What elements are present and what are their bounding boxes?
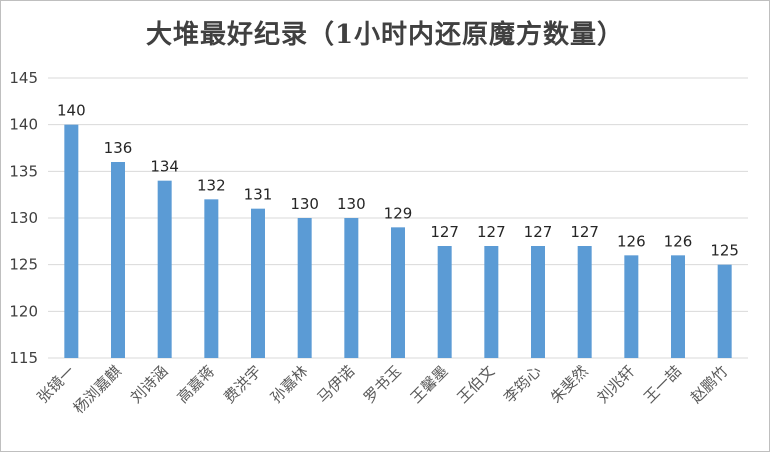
x-tick-label: 马伊诺 xyxy=(314,362,359,407)
y-tick-label: 115 xyxy=(9,349,38,367)
data-label: 136 xyxy=(104,139,133,157)
bar xyxy=(64,124,79,359)
y-tick-label: 135 xyxy=(9,162,38,180)
x-tick-label: 孙嘉林 xyxy=(267,362,312,407)
x-tick-label: 刘诗涵 xyxy=(127,362,172,407)
data-label: 126 xyxy=(617,232,646,250)
data-label: 140 xyxy=(57,102,86,120)
x-tick-label: 罗书玉 xyxy=(360,362,405,407)
bar xyxy=(577,246,592,358)
bar xyxy=(111,162,125,358)
data-label: 130 xyxy=(290,195,319,213)
y-tick-label: 130 xyxy=(9,209,38,227)
data-labels: 140 136 134 132 131 130 130 129 127 127 127 127 126 1… xyxy=(57,102,739,260)
data-label: 127 xyxy=(524,223,553,241)
x-tick-label: 刘兆轩 xyxy=(594,362,639,407)
x-tick-label: 李筠心 xyxy=(500,362,545,407)
bar xyxy=(391,227,405,358)
bar xyxy=(204,199,219,358)
data-label: 127 xyxy=(570,223,599,241)
bar xyxy=(717,264,732,358)
x-tick-label: 费洪宇 xyxy=(220,362,265,407)
y-tick-label: 120 xyxy=(9,302,38,320)
bar xyxy=(531,246,545,358)
bar xyxy=(344,218,359,358)
data-label: 131 xyxy=(244,186,273,204)
x-tick-label: 高嘉蒋 xyxy=(174,362,219,407)
x-tick-label: 杨浏嘉麒 xyxy=(70,362,125,417)
data-label: 125 xyxy=(710,242,739,260)
x-tick-label: 张镜一 xyxy=(34,362,79,407)
bar xyxy=(251,208,265,358)
bar xyxy=(157,180,172,358)
y-tick-label: 125 xyxy=(9,256,38,274)
bar xyxy=(484,246,499,358)
bar xyxy=(437,246,452,358)
x-tick-label: 赵鹏竹 xyxy=(687,362,732,407)
data-label: 127 xyxy=(477,223,506,241)
y-tick-label: 140 xyxy=(9,116,38,134)
x-tick-label: 王一喆 xyxy=(640,362,685,407)
bar xyxy=(297,218,312,358)
x-tick-label: 王馨墨 xyxy=(407,362,452,407)
chart-title: 大堆最好纪录（1小时内还原魔方数量） xyxy=(145,20,625,50)
data-label: 126 xyxy=(664,232,693,250)
y-tick-label: 145 xyxy=(9,69,38,87)
data-label: 132 xyxy=(197,176,226,194)
data-label: 127 xyxy=(430,223,459,241)
data-label: 129 xyxy=(384,204,413,222)
data-label: 134 xyxy=(150,158,179,176)
bar xyxy=(624,255,639,358)
data-label: 130 xyxy=(337,195,366,213)
bar xyxy=(671,255,685,358)
bars xyxy=(64,124,732,359)
x-tick-label: 朱斐然 xyxy=(547,362,592,407)
x-tick-label: 王伯文 xyxy=(454,362,499,407)
y-axis-ticks: 115 120 125 130 135 140 145 xyxy=(9,69,38,367)
